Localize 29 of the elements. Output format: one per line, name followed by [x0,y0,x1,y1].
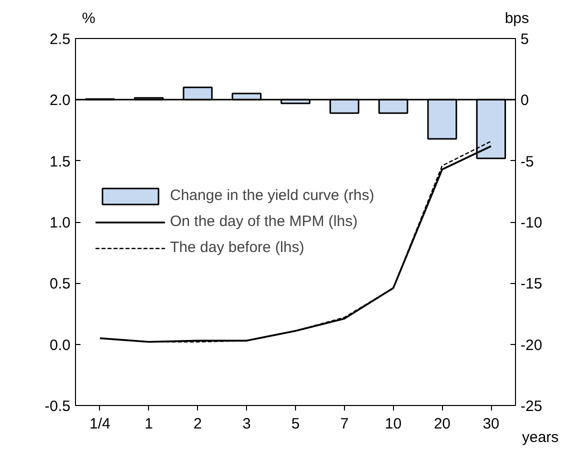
x-tick-label: 7 [340,416,349,432]
y2-tick-label: -25 [520,398,542,415]
x-tick-label: 5 [291,416,300,432]
x-tick-label: 20 [434,416,451,432]
y2-tick-label: 0 [520,92,529,110]
x-tick-label: 3 [242,416,251,432]
legend-label: Change in the yield curve (rhs) [170,187,374,204]
x-tick-label: 2 [194,416,202,432]
y-axis-title: % [82,9,96,29]
y2-tick-label: -15 [520,276,542,293]
x-tick-label: 1/4 [90,416,110,432]
x-tick-label: 10 [384,416,402,432]
y2-axis-title: bps [504,9,529,29]
x-axis-title: years [522,428,559,448]
y-tick-label: 0.5 [50,276,71,293]
y-tick-label: 2.5 [50,31,71,48]
y-tick-label: 1.0 [50,214,71,232]
y2-tick-label: -5 [520,153,534,170]
y-tick-label: 2.0 [50,92,71,110]
legend-label: On the day of the MPM (lhs) [170,213,358,230]
y-tick-label: 1.5 [50,153,71,170]
y-tick-label: 0.0 [50,336,71,354]
y-tick-label: -0.5 [44,398,71,415]
legend-label: The day before (lhs) [170,239,304,256]
y2-tick-label: 5 [520,31,529,48]
y2-tick-label: -10 [520,214,542,232]
x-tick-label: 1 [144,416,154,432]
y2-tick-label: -20 [520,336,542,354]
x-tick-label: 30 [482,416,500,432]
